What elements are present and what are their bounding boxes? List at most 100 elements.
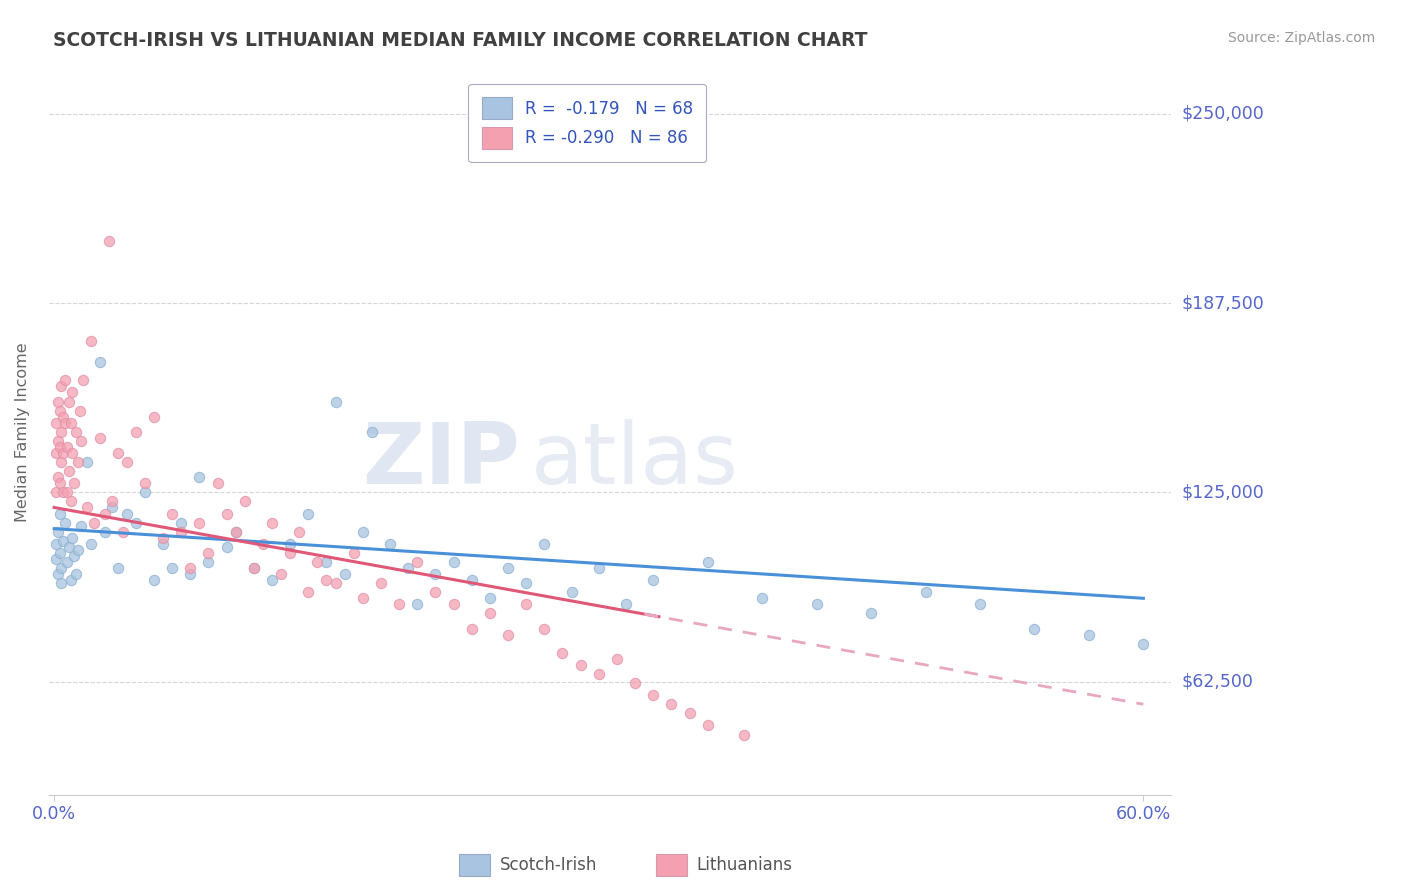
Point [63,476,86,491]
Point [51,455,73,469]
Point [225,524,247,539]
Text: atlas: atlas [531,419,740,502]
Point [315,573,337,587]
Point [188,470,211,484]
Text: Scotch-Irish: Scotch-Irish [501,855,598,874]
Point [83,516,105,530]
Point [606,652,628,666]
Point [143,409,166,424]
Point [1024,622,1046,636]
Point [478,591,501,606]
Point [46,470,69,484]
Point [60,385,83,400]
Point [101,494,124,508]
Point [297,585,319,599]
Point [107,446,129,460]
Point [215,540,238,554]
Point [125,425,148,439]
Point [496,561,519,575]
Point [76,455,98,469]
Point [751,591,773,606]
Point [53,373,76,387]
Point [115,507,138,521]
Point [225,524,247,539]
Point [65,425,87,439]
Point [307,555,329,569]
Point [66,455,89,469]
Point [52,446,75,460]
Point [370,576,392,591]
Point [160,507,183,521]
Point [443,555,465,569]
Point [52,409,75,424]
Point [70,434,93,448]
Point [53,516,76,530]
Point [72,373,94,387]
Point [425,585,447,599]
Point [333,567,356,582]
Point [515,598,537,612]
Point [56,485,79,500]
Point [515,576,537,591]
Point [297,507,319,521]
Point [63,549,86,563]
Point [48,440,70,454]
Point [243,561,266,575]
Point [207,476,229,491]
Point [278,546,301,560]
Point [460,573,482,587]
Text: $62,500: $62,500 [1181,673,1254,690]
Point [58,464,80,478]
Point [860,607,883,621]
Point [696,718,718,732]
Y-axis label: Median Family Income: Median Family Income [15,342,30,522]
Point [197,546,219,560]
Point [551,646,574,660]
Point [170,516,193,530]
Point [243,561,266,575]
Point [352,591,374,606]
Point [233,494,256,508]
Point [58,540,80,554]
Point [46,394,69,409]
Point [624,676,647,690]
Point [443,598,465,612]
Point [46,567,69,582]
Point [51,576,73,591]
Text: Source: ZipAtlas.com: Source: ZipAtlas.com [1227,31,1375,45]
Point [152,537,174,551]
Point [89,431,111,445]
Point [643,688,665,702]
Point [396,561,419,575]
Point [252,537,274,551]
Point [112,524,135,539]
Point [45,537,67,551]
Point [343,546,366,560]
Point [115,455,138,469]
Point [969,598,991,612]
Point [733,727,755,741]
Point [696,555,718,569]
Point [270,567,292,582]
Point [45,552,67,566]
Point [143,573,166,587]
Point [59,416,82,430]
Text: $250,000: $250,000 [1181,105,1264,123]
Point [152,531,174,545]
Text: $187,500: $187,500 [1181,294,1264,312]
Point [588,561,610,575]
Point [288,524,311,539]
Point [97,234,120,248]
Point [188,516,211,530]
Point [678,706,700,721]
Point [533,537,555,551]
Point [378,537,401,551]
Point [388,598,411,612]
Point [70,518,93,533]
Point [134,476,156,491]
Point [94,524,117,539]
Point [48,403,70,417]
Point [134,485,156,500]
Point [179,567,201,582]
Point [51,425,73,439]
